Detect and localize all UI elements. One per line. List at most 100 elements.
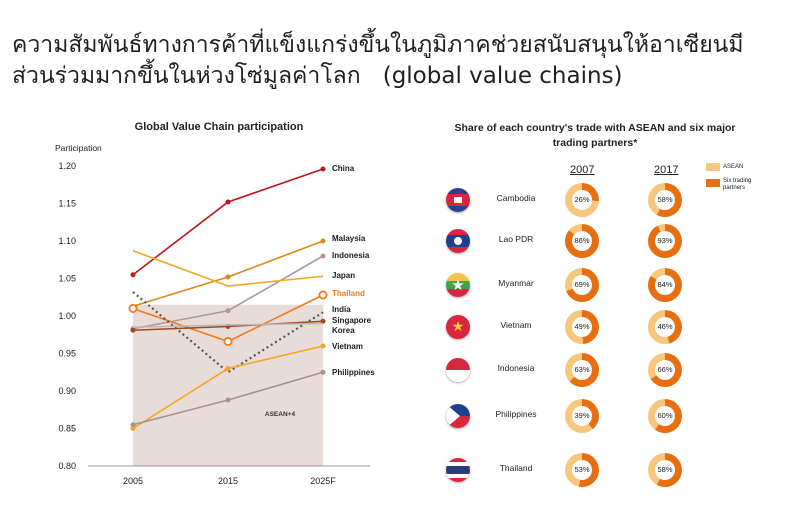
donut-2007: 49% bbox=[565, 310, 599, 344]
series-label-korea: Korea bbox=[332, 326, 355, 335]
country-row-myanmar: ★ Myanmar 69% 84% bbox=[440, 266, 700, 306]
donut-hole bbox=[655, 190, 675, 210]
data-point-indonesia bbox=[320, 253, 326, 259]
donut-percent-label: 49% bbox=[574, 322, 590, 331]
series-label-thailand: Thailand bbox=[332, 289, 365, 298]
donut-2017: 58% bbox=[648, 183, 682, 217]
gvc-series-labels: China Malaysia Indonesia Japan Thailand India… bbox=[332, 164, 375, 377]
donut-2007: 86% bbox=[565, 224, 599, 258]
donut-percent-label: 53% bbox=[574, 465, 590, 474]
legend-label-asean: ASEAN bbox=[723, 164, 744, 170]
country-row-philippines: Philippines 39% 60% bbox=[440, 397, 700, 437]
donut-hole bbox=[655, 460, 675, 480]
donut-2017: 84% bbox=[648, 268, 682, 302]
donut-hole bbox=[655, 406, 675, 426]
country-name: Philippines bbox=[495, 409, 537, 419]
donut-percent-label: 60% bbox=[657, 411, 673, 420]
gvc-series-lines bbox=[128, 166, 328, 431]
series-label-philippines: Philippines bbox=[332, 368, 375, 377]
country-row-indonesia: Indonesia 63% 66% bbox=[440, 351, 700, 391]
data-point-malaysia bbox=[225, 274, 231, 280]
donut-2017: 58% bbox=[648, 453, 682, 487]
donut-hole bbox=[572, 231, 592, 251]
donut-hole bbox=[655, 360, 675, 380]
donut-hole bbox=[655, 275, 675, 295]
donut-2017: 93% bbox=[648, 224, 682, 258]
donut-percent-label: 58% bbox=[657, 195, 673, 204]
series-label-malaysia: Malaysia bbox=[332, 234, 366, 243]
donut-hole bbox=[572, 317, 592, 337]
donut-hole bbox=[572, 275, 592, 295]
country-name: Vietnam bbox=[500, 320, 532, 330]
series-line-malaysia bbox=[132, 240, 324, 308]
legend-swatch-asean bbox=[706, 163, 720, 171]
y-tick-label: 1.10 bbox=[58, 236, 76, 246]
y-tick-label: 1.15 bbox=[58, 199, 76, 209]
country-row-laos: Lao PDR 86% 93% bbox=[440, 222, 700, 262]
legend-swatch-six-partners bbox=[706, 179, 720, 187]
donut-hole bbox=[655, 231, 675, 251]
y-tick-label: 0.85 bbox=[58, 424, 76, 434]
donut-hole bbox=[572, 406, 592, 426]
donut-percent-label: 84% bbox=[657, 280, 673, 289]
data-point-thailand bbox=[128, 303, 138, 313]
donut-2007: 63% bbox=[565, 353, 599, 387]
series-line-china bbox=[132, 168, 324, 276]
x-tick-label: 2005 bbox=[123, 476, 143, 486]
donut-percent-label: 93% bbox=[657, 236, 673, 245]
donut-hole bbox=[572, 460, 592, 480]
donut-percent-label: 69% bbox=[574, 280, 590, 289]
data-point-vietnam bbox=[320, 343, 326, 349]
data-point-malaysia bbox=[320, 238, 326, 244]
donut-2017: 66% bbox=[648, 353, 682, 387]
country-row-vietnam: ★ Vietnam 49% 46% bbox=[440, 308, 700, 348]
country-name: Thailand bbox=[499, 463, 533, 473]
data-point-thailand bbox=[318, 290, 328, 300]
thailand-flag-icon bbox=[446, 458, 470, 482]
data-point-philippines bbox=[130, 422, 136, 428]
donut-2007: 39% bbox=[565, 399, 599, 433]
country-name: Indonesia bbox=[497, 363, 535, 373]
series-line-japan bbox=[132, 249, 324, 287]
country-name: Lao PDR bbox=[498, 234, 534, 244]
donut-2007: 69% bbox=[565, 268, 599, 302]
donut-hole bbox=[572, 190, 592, 210]
gvc-y-axis-label: Participation bbox=[55, 143, 102, 153]
donut-2017: 60% bbox=[648, 399, 682, 433]
donut-percent-label: 86% bbox=[574, 236, 590, 245]
y-tick-label: 0.80 bbox=[58, 461, 76, 471]
slide-title-english: (global value chains) bbox=[382, 63, 623, 89]
indonesia-flag-icon bbox=[446, 358, 470, 382]
series-line-korea bbox=[132, 322, 324, 329]
legend-label-six-partners: Six trading partners bbox=[723, 178, 752, 191]
gvc-axes: 0.80 0.85 0.90 0.95 1.00 1.05 1.10 1.15 1.20 2005… bbox=[58, 161, 370, 486]
slide-title-thai: ความสัมพันธ์ทางการค้าที่แข็งแกร่งขึ้นในภ… bbox=[12, 32, 744, 89]
donut-percent-label: 26% bbox=[574, 195, 590, 204]
donut-2007: 26% bbox=[565, 183, 599, 217]
series-label-japan: Japan bbox=[332, 271, 355, 280]
y-tick-label: 1.05 bbox=[58, 274, 76, 284]
share-chart-title: Share of each country's trade with ASEAN… bbox=[454, 122, 736, 149]
data-point-china bbox=[320, 166, 326, 172]
year-header-2017: 2017 bbox=[654, 164, 679, 176]
donut-2007: 53% bbox=[565, 453, 599, 487]
series-label-vietnam: Vietnam bbox=[332, 342, 363, 351]
vietnam-flag-icon: ★ bbox=[446, 315, 470, 339]
slide-title: ความสัมพันธ์ทางการค้าที่แข็งแกร่งขึ้นในภ… bbox=[12, 30, 782, 92]
data-point-philippines bbox=[225, 397, 231, 403]
donut-percent-label: 58% bbox=[657, 465, 673, 474]
data-point-china bbox=[225, 199, 231, 205]
gvc-chart-title: Global Value Chain participation bbox=[135, 121, 304, 133]
country-name: Cambodia bbox=[496, 193, 536, 203]
donut-percent-label: 39% bbox=[574, 411, 590, 420]
cambodia-flag-icon bbox=[446, 188, 470, 212]
year-header-2007: 2007 bbox=[570, 164, 595, 176]
series-line-india bbox=[132, 291, 324, 374]
country-name: Myanmar bbox=[498, 278, 534, 288]
donut-2017: 46% bbox=[648, 310, 682, 344]
data-point-singapore bbox=[320, 318, 326, 324]
country-row-cambodia: Cambodia 26% 58% bbox=[440, 181, 700, 221]
data-point-china bbox=[130, 272, 136, 278]
myanmar-flag-icon: ★ bbox=[446, 273, 470, 297]
